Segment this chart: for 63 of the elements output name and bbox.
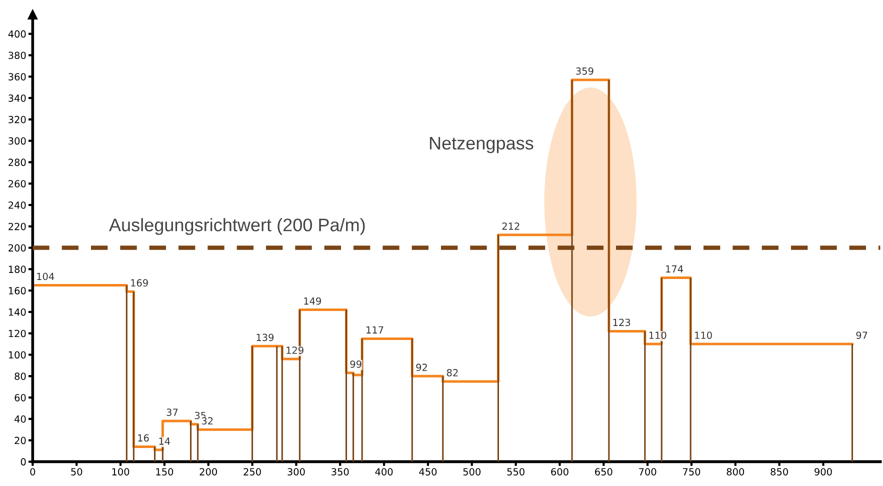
- x-tick-label: 850: [770, 468, 788, 476]
- x-tick-label: 750: [683, 468, 700, 476]
- y-tick-label: 220: [8, 222, 26, 230]
- y-tick-label: 240: [8, 201, 26, 209]
- y-tick-label: 160: [8, 287, 26, 294]
- y-tick-label: 80: [14, 372, 26, 380]
- y-tick-label: 260: [8, 180, 26, 188]
- x-tick-label: 600: [551, 468, 568, 476]
- y-tick-label: 360: [8, 73, 26, 80]
- x-tick-label: 350: [332, 468, 349, 476]
- ref-line-label: Auslegungsrichtwert (200 Pa/m): [109, 218, 365, 235]
- y-tick-label: 200: [8, 244, 26, 252]
- annotation: 123: [613, 318, 630, 326]
- y-tick-label: 140: [8, 308, 26, 316]
- annotation: 14: [159, 438, 170, 445]
- annotation: 82: [446, 369, 458, 376]
- y-tick-label: 40: [14, 415, 26, 423]
- x-tick-label: 900: [814, 468, 832, 476]
- x-tick-label: 800: [726, 468, 744, 476]
- x-tick-label: 650: [595, 468, 612, 476]
- annotation: 92: [416, 364, 427, 372]
- y-tick-label: 300: [8, 137, 26, 145]
- y-tick-label: 120: [8, 330, 26, 338]
- y-tick-label: 320: [8, 116, 26, 124]
- annotation: Netzengpass: [430, 136, 534, 154]
- y-tick-label: 20: [14, 436, 26, 444]
- y-tick-label: 180: [8, 266, 26, 273]
- y-tick-label: 400: [8, 30, 26, 38]
- x-tick-label: 200: [200, 468, 217, 476]
- annotation: 97: [856, 332, 868, 339]
- annotation: 139: [256, 334, 274, 342]
- annotation: 32: [202, 417, 213, 425]
- y-tick-label: 60: [14, 394, 26, 402]
- annotation: 110: [695, 332, 712, 339]
- annotation: 129: [286, 346, 304, 354]
- x-tick-label: 250: [244, 468, 261, 476]
- x-tick-label: 0: [30, 468, 36, 476]
- y-tick-label: 0: [20, 458, 26, 466]
- annotation: 104: [37, 272, 54, 280]
- annotation: 110: [649, 332, 666, 339]
- x-tick-label: 700: [639, 468, 656, 476]
- y-tick-label: 380: [8, 52, 26, 60]
- annotation: 117: [366, 326, 384, 334]
- x-tick-label: 300: [288, 468, 305, 476]
- x-tick-label: 100: [112, 468, 130, 476]
- x-tick-label: 500: [463, 468, 481, 476]
- annotation: 174: [666, 265, 684, 272]
- annotation: 212: [502, 222, 520, 230]
- x-tick-label: 50: [71, 468, 82, 476]
- annotation: 35: [194, 412, 206, 420]
- annotation: 37: [166, 408, 178, 416]
- x-tick-label: 400: [375, 468, 393, 476]
- annotation: 359: [576, 67, 594, 75]
- y-tick-label: 100: [8, 351, 26, 359]
- annotation: 99: [350, 360, 362, 368]
- annotation: 169: [131, 279, 148, 287]
- x-tick-label: 150: [156, 468, 174, 476]
- annotation: 149: [304, 297, 321, 305]
- y-tick-label: 280: [8, 158, 26, 166]
- y-tick-label: 340: [8, 94, 26, 102]
- annotation: 16: [138, 434, 149, 442]
- x-tick-label: 450: [419, 468, 437, 476]
- x-tick-label: 550: [507, 468, 524, 476]
